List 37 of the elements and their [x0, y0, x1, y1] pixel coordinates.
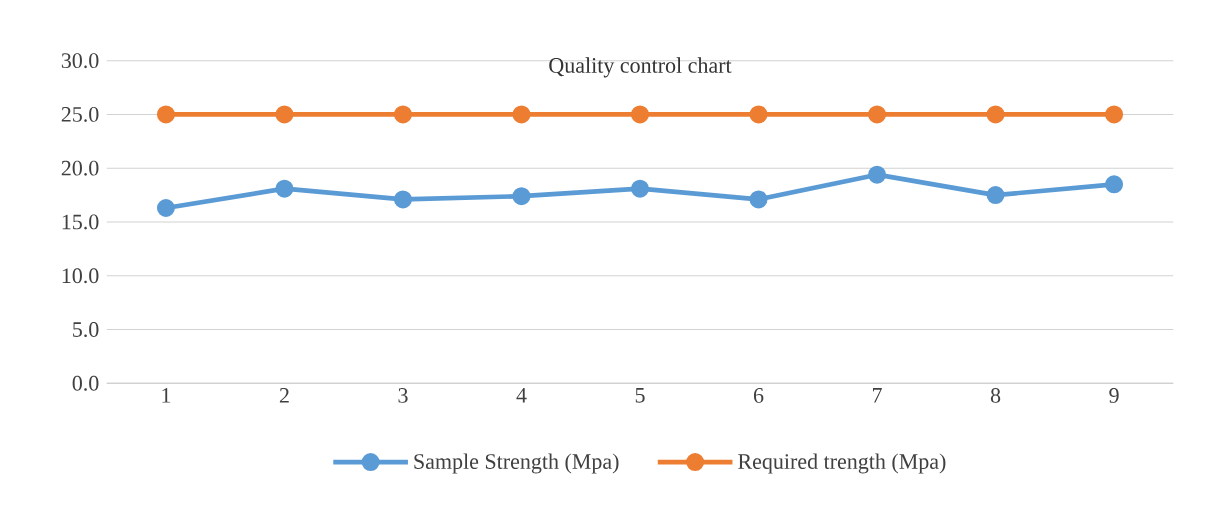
point — [512, 187, 531, 206]
x-tick-label: 8 — [990, 388, 1001, 403]
x-tick-label: 9 — [1109, 388, 1119, 403]
point — [868, 165, 887, 184]
point — [868, 105, 887, 124]
x-tick-label: 5 — [635, 388, 645, 403]
point — [749, 105, 768, 124]
y-tick-label: 30.0 — [61, 53, 99, 69]
x-tick-label: 4 — [516, 388, 527, 403]
x-tick-label: 1 — [162, 388, 171, 403]
x-tick-label: 3 — [398, 388, 408, 403]
y-tick-label: 15.0 — [62, 214, 99, 230]
point — [631, 105, 650, 124]
x-tick-label: 2 — [279, 388, 289, 403]
point — [986, 186, 1005, 205]
y-tick-label: 20.0 — [61, 160, 99, 176]
y-tick-label: 5.0 — [73, 322, 99, 338]
point — [393, 105, 412, 124]
point — [393, 190, 412, 209]
legend-label: Required trength (Mpa) — [738, 453, 946, 474]
y-tick-label: 0.0 — [72, 375, 99, 391]
point — [275, 179, 294, 198]
point — [512, 105, 531, 124]
point — [1105, 175, 1124, 194]
point — [156, 105, 175, 124]
x-tick-label: 6 — [753, 388, 764, 403]
point — [1105, 105, 1124, 124]
legend-label: Sample Strength (Mpa) — [414, 453, 619, 474]
x-tick-label: 7 — [872, 388, 882, 403]
point — [156, 199, 175, 218]
y-tick-label: 10.0 — [62, 268, 99, 284]
point — [631, 179, 650, 198]
point — [749, 190, 768, 209]
chart-title: Quality control chart — [549, 57, 732, 78]
point — [986, 105, 1005, 124]
point — [275, 105, 294, 124]
y-tick-label: 25.0 — [61, 106, 99, 122]
